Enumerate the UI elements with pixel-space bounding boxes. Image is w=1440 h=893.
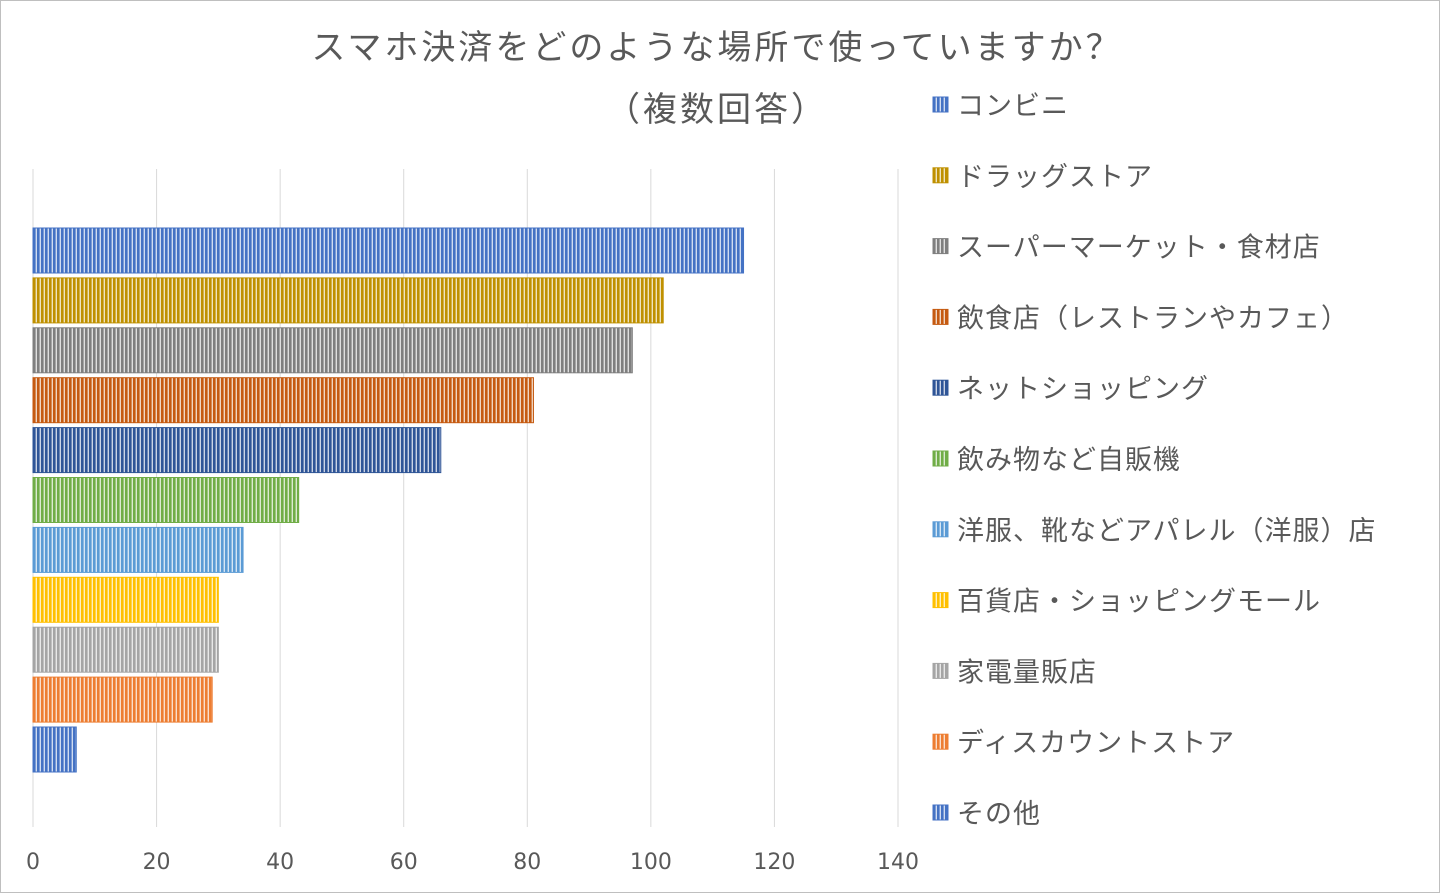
legend-swatch — [932, 238, 949, 255]
bar-1 — [32, 227, 745, 274]
legend-swatch — [932, 662, 949, 679]
legend-swatch — [932, 308, 949, 325]
legend-label: コンビニ — [957, 91, 1069, 122]
legend-label: 飲食店（レストランやカフェ） — [957, 303, 1349, 334]
legend-label: ネットショッピング — [957, 374, 1209, 405]
x-tick-label: 40 — [266, 850, 294, 875]
bar-11 — [32, 726, 77, 773]
bar-8 — [32, 576, 219, 623]
bar-3 — [32, 327, 633, 374]
legend-label: スーパーマーケット・食材店 — [957, 233, 1321, 264]
legend-label: ディスカウントストア — [957, 728, 1235, 759]
legend-label: その他 — [957, 799, 1041, 830]
bar-6 — [32, 477, 300, 523]
bar-7 — [32, 526, 244, 573]
legend-swatch — [932, 733, 949, 750]
x-tick-label: 60 — [390, 850, 418, 875]
legend-label: 家電量販店 — [957, 657, 1097, 688]
bar-4 — [32, 377, 534, 424]
legend-swatch — [932, 167, 949, 184]
legend-swatch — [932, 592, 949, 609]
bar-9 — [32, 626, 219, 673]
x-tick-label: 120 — [753, 850, 795, 875]
x-tick-label: 80 — [513, 850, 541, 875]
x-axis-ticks: 0 20 40 60 80 100 120 140 — [26, 850, 919, 875]
legend-swatch — [932, 96, 949, 113]
legend-label: 飲み物など自販機 — [957, 445, 1181, 476]
x-tick-label: 100 — [630, 850, 672, 875]
legend-label: 洋服、靴などアパレル（洋服）店 — [957, 516, 1376, 547]
bar-2 — [32, 277, 664, 324]
x-tick-label: 20 — [143, 850, 171, 875]
legend-label: ドラッグストア — [957, 162, 1153, 193]
x-tick-label: 140 — [877, 850, 919, 875]
chart-title: スマホ決済をどのような場所で使っていますか？ — [311, 28, 1122, 68]
bars — [32, 227, 745, 773]
legend-swatch — [932, 379, 949, 396]
legend-swatch — [932, 521, 949, 538]
chart-subtitle: （複数回答） — [606, 90, 828, 130]
bar-10 — [32, 676, 213, 723]
x-tick-label: 0 — [26, 850, 40, 875]
legend-swatch — [932, 804, 949, 821]
bar-5 — [32, 427, 442, 474]
legend-label: 百貨店・ショッピングモール — [957, 587, 1321, 618]
legend-swatch — [932, 450, 949, 467]
